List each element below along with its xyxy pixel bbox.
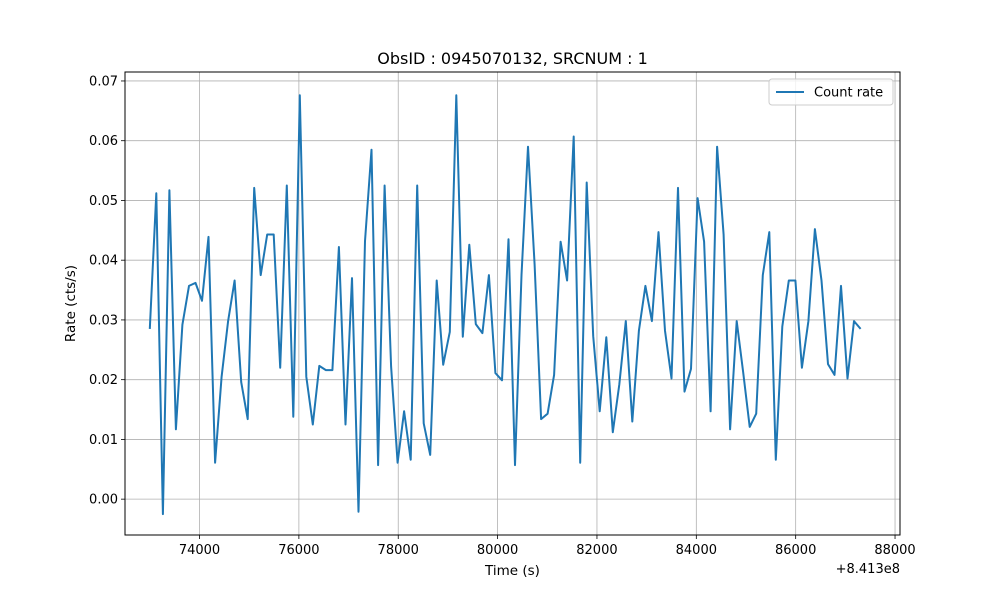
x-tick-label: 74000 (179, 543, 220, 558)
x-axis-ticks: 74000 76000 78000 80000 82000 84000 86000 88000 (179, 535, 916, 558)
y-axis-label: Rate (cts/s) (63, 265, 79, 342)
x-tick-label: 88000 (874, 543, 915, 558)
y-tick-label: 0.01 (89, 433, 118, 448)
legend: Count rate (768, 78, 894, 106)
y-tick-label: 0.02 (89, 373, 118, 388)
x-tick-label: 86000 (775, 543, 816, 558)
legend-label-count-rate: Count rate (814, 86, 883, 101)
legend-box (768, 78, 894, 106)
chart-title: ObsID : 0945070132, SRCNUM : 1 (377, 49, 648, 68)
x-tick-label: 80000 (477, 543, 518, 558)
x-tick-label: 78000 (378, 543, 419, 558)
y-tick-label: 0.03 (89, 313, 118, 328)
y-tick-label: 0.07 (89, 74, 118, 89)
y-axis-ticks: 0.00 0.01 0.02 0.03 0.04 0.05 0.06 0.07 (89, 74, 125, 508)
x-axis-label: Time (s) (484, 563, 540, 579)
y-tick-label: 0.06 (89, 134, 118, 149)
axes-frame (124, 71, 901, 536)
x-axis-offset-label: +8.413e8 (836, 562, 900, 577)
series-line-count-rate (148, 94, 862, 516)
y-tick-label: 0.00 (89, 493, 118, 508)
x-tick-label: 82000 (576, 543, 617, 558)
series-layer (148, 94, 862, 516)
y-tick-label: 0.04 (89, 254, 118, 269)
y-tick-label: 0.05 (89, 194, 118, 209)
x-tick-label: 84000 (676, 543, 717, 558)
x-tick-label: 76000 (278, 543, 319, 558)
